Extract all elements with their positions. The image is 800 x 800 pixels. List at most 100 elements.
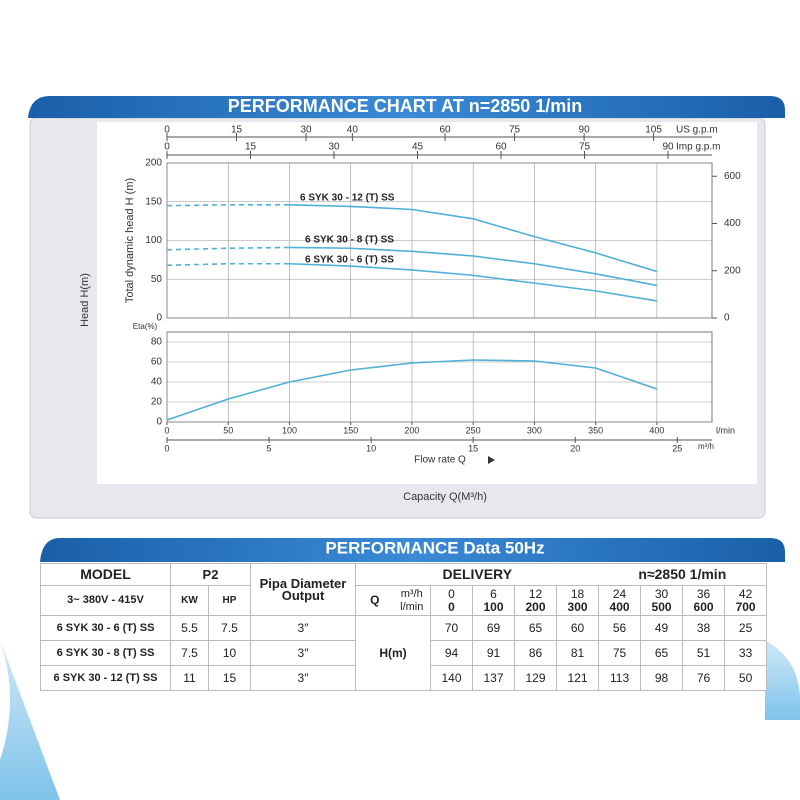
head-value: 98 xyxy=(640,665,684,691)
model: 6 SYK 30 - 12 (T) SS xyxy=(40,665,171,691)
top-tick-label: 0 xyxy=(164,142,170,153)
y-axis-label: Total dynamic head H (m) xyxy=(124,178,136,303)
x-tick-label: 100 xyxy=(282,425,297,435)
head-value: 91 xyxy=(472,640,515,666)
y-tick-label: 80 xyxy=(151,337,163,348)
y2-tick-label: 400 xyxy=(724,218,741,229)
lmin-value: 200 xyxy=(525,599,546,614)
x-unit: l/min xyxy=(716,425,735,435)
bottom-tick-label: 25 xyxy=(672,443,682,453)
th-pipe: Pipa Diameter Output xyxy=(250,563,356,616)
kw: 11 xyxy=(170,665,209,691)
th-speed: n≈2850 1/min xyxy=(598,563,768,586)
hp: 15 xyxy=(208,665,251,691)
lmin-value: 700 xyxy=(735,599,756,614)
model: 6 SYK 30 - 6 (T) SS xyxy=(40,615,171,641)
bottom-tick-label: 10 xyxy=(366,443,376,453)
plot-area xyxy=(166,331,713,423)
head-value: 65 xyxy=(640,640,684,666)
h-label: H(m) xyxy=(355,615,431,691)
th-delivery-point: 42 700 xyxy=(724,585,768,616)
top-tick-label: 15 xyxy=(231,125,243,136)
y-tick-label: 0 xyxy=(156,417,162,428)
top-tick-label: 75 xyxy=(579,142,591,153)
y-tick-label: 150 xyxy=(145,196,162,207)
head-value: 76 xyxy=(682,665,726,691)
banner xyxy=(28,96,785,118)
head-value: 50 xyxy=(724,665,768,691)
wave-decor xyxy=(0,640,60,800)
head-value: 94 xyxy=(430,640,473,666)
head-value: 121 xyxy=(555,665,600,691)
banner-title: PERFORMANCE CHART AT n=2850 1/min xyxy=(228,96,583,116)
pipe: 3″ xyxy=(250,640,356,666)
th-units: m³/h l/min xyxy=(393,585,431,616)
th-delivery-point: 24 400 xyxy=(598,585,642,616)
top-tick-label: 45 xyxy=(412,142,424,153)
th-delivery: DELIVERY xyxy=(354,563,599,586)
y-tick-label: 60 xyxy=(151,357,163,368)
x-tick-label: 300 xyxy=(527,425,542,435)
th-model: MODEL xyxy=(40,563,171,586)
head-value: 49 xyxy=(640,615,684,641)
head-value: 69 xyxy=(472,615,515,641)
m3h-value: 24 xyxy=(612,586,627,601)
performance-table: MODEL P2 Pipa Diameter Output DELIVERY n… xyxy=(40,563,768,691)
unit: m³/h xyxy=(400,587,423,600)
top-tick-label: 15 xyxy=(245,142,257,153)
y-tick-label: 40 xyxy=(151,377,163,388)
series-line xyxy=(166,262,290,267)
lmin-value: 0 xyxy=(448,599,455,614)
caption: Capacity Q(M³/h) xyxy=(403,491,487,503)
head-value: 33 xyxy=(724,640,768,666)
head-value: 65 xyxy=(514,615,557,641)
kw: 7.5 xyxy=(170,640,209,666)
th-q: Q xyxy=(355,585,394,616)
head-value: 56 xyxy=(598,615,642,641)
head-value: 75 xyxy=(598,640,642,666)
table-row: 6 SYK 30 - 12 (T) SS 11 15 3″ 140 137 129 121 11… xyxy=(40,665,768,691)
head-value: 25 xyxy=(724,615,768,641)
top-tick-label: 60 xyxy=(439,125,451,136)
top-tick-label: 75 xyxy=(509,125,521,136)
m3h-value: 18 xyxy=(570,586,585,601)
bottom-tick-label: 5 xyxy=(267,443,272,453)
model: 6 SYK 30 - 8 (T) SS xyxy=(40,640,171,666)
top-tick-label: 30 xyxy=(328,142,340,153)
head-value: 86 xyxy=(514,640,557,666)
series-label: 6 SYK 30 - 8 (T) SS xyxy=(305,235,394,246)
y2-tick-label: 200 xyxy=(724,265,741,276)
arrow xyxy=(488,456,495,464)
th-hp: HP xyxy=(208,585,251,616)
kw: 5.5 xyxy=(170,615,209,641)
th-delivery-point: 6 100 xyxy=(472,585,515,616)
hp: 7.5 xyxy=(208,615,251,641)
head-value: 129 xyxy=(514,665,557,691)
head-value: 81 xyxy=(555,640,600,666)
th-voltage: 3~ 380V - 415V xyxy=(40,585,171,616)
y-tick-label: 200 xyxy=(145,158,162,169)
top-tick-label: 0 xyxy=(164,125,170,136)
series-line xyxy=(166,246,290,251)
y2-tick-label: 0 xyxy=(724,313,730,324)
m3h-value: 42 xyxy=(738,586,753,601)
y-tick-label: 0 xyxy=(156,313,162,324)
x-tick-label: 150 xyxy=(343,425,358,435)
top-tick-label: 60 xyxy=(495,142,507,153)
top-tick-label: 40 xyxy=(347,125,359,136)
side-label: Head H(m) xyxy=(79,273,91,327)
m3h-value: 30 xyxy=(654,586,669,601)
top-tick-label: 90 xyxy=(662,142,674,153)
series-line xyxy=(289,262,658,302)
top-tick-label: 30 xyxy=(300,125,312,136)
head-value: 38 xyxy=(682,615,726,641)
bottom-tick-label: 0 xyxy=(164,443,169,453)
lmin-value: 300 xyxy=(567,599,588,614)
x-tick-label: 0 xyxy=(164,425,169,435)
top-tick-label: 105 xyxy=(645,125,662,136)
lmin-value: 400 xyxy=(609,599,630,614)
head-value: 60 xyxy=(555,615,600,641)
top-axis-label: US g.p.m xyxy=(676,125,718,136)
